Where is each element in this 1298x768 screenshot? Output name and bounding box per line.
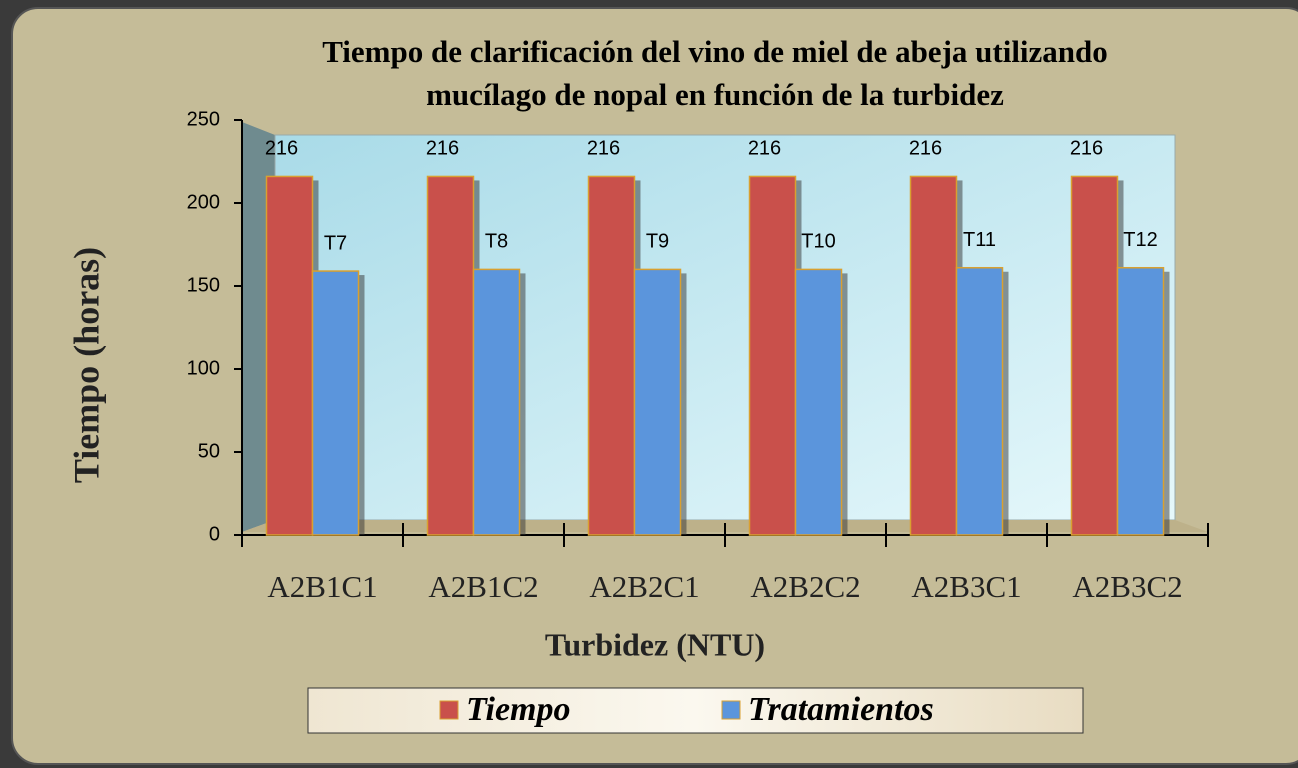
y-tick-label: 200 (187, 191, 220, 213)
bar (633, 268, 682, 536)
bar-side (1163, 271, 1170, 535)
bar (587, 175, 636, 536)
legend-swatch (721, 700, 741, 720)
legend (307, 687, 1084, 734)
legend-label: Tratamientos (748, 691, 934, 728)
x-tick-label: A2B3C2 (1072, 569, 1182, 604)
bar-side (680, 273, 687, 535)
data-label: 216 (265, 138, 298, 160)
y-tick-label: 0 (209, 523, 220, 545)
bar-side (358, 275, 365, 535)
x-tick-label: A2B2C1 (589, 569, 699, 604)
data-label: T8 (485, 231, 508, 253)
bar-side (1002, 271, 1009, 535)
bar (909, 175, 958, 536)
x-axis-label: Turbidez (NTU) (545, 626, 765, 662)
y-axis-label: Tiempo (horas) (66, 247, 106, 483)
chart-title: mucílago de nopal en función de la turbi… (426, 77, 1004, 112)
data-label: 216 (587, 138, 620, 160)
bar (748, 175, 797, 536)
bar (265, 175, 314, 536)
chart-title: Tiempo de clarificación del vino de miel… (322, 34, 1108, 69)
bar (794, 268, 843, 536)
data-label: T11 (963, 229, 996, 251)
data-label: 216 (1070, 138, 1103, 160)
bar (955, 266, 1004, 536)
data-label: 216 (426, 138, 459, 160)
y-tick-label: 50 (198, 440, 220, 462)
data-label: T10 (801, 231, 835, 253)
x-tick-label: A2B1C2 (428, 569, 538, 604)
bar (472, 268, 521, 536)
plot-area (274, 134, 1176, 521)
y-tick-label: 250 (187, 108, 220, 130)
data-label: 216 (748, 138, 781, 160)
y-tick-label: 150 (187, 274, 220, 296)
bar (311, 270, 360, 536)
data-label: 216 (909, 138, 942, 160)
bar (1116, 266, 1165, 536)
x-tick-label: A2B1C1 (267, 569, 377, 604)
data-label: T7 (324, 232, 347, 254)
bar-side (841, 273, 848, 535)
x-tick-label: A2B2C2 (750, 569, 860, 604)
y-tick-label: 100 (187, 357, 220, 379)
legend-swatch (439, 700, 459, 720)
x-tick-label: A2B3C1 (911, 569, 1021, 604)
bar-side (519, 273, 526, 535)
data-label: T12 (1123, 229, 1157, 251)
bar (426, 175, 475, 536)
legend-label: Tiempo (466, 691, 571, 728)
bar (1070, 175, 1119, 536)
data-label: T9 (646, 231, 669, 253)
